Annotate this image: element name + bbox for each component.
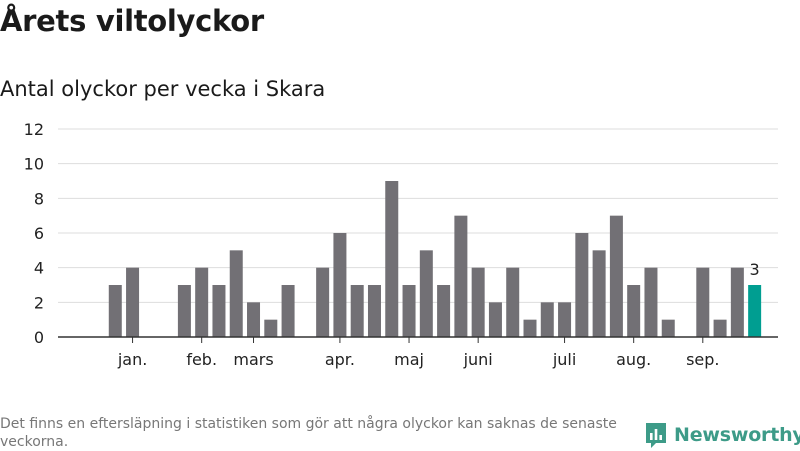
bar xyxy=(471,267,485,337)
bar xyxy=(126,267,140,337)
brand[interactable]: Newsworthy xyxy=(644,420,800,450)
y-tick-label: 6 xyxy=(34,224,44,243)
bar xyxy=(661,319,675,337)
x-tick-label: aug. xyxy=(616,350,651,369)
bar xyxy=(730,267,744,337)
bar xyxy=(195,267,209,337)
x-tick-label: jan. xyxy=(117,350,147,369)
y-tick-label: 8 xyxy=(34,189,44,208)
bar xyxy=(177,285,191,337)
footnote: Det finns en eftersläpning i statistiken… xyxy=(0,416,617,450)
bar xyxy=(609,215,623,337)
y-tick-label: 2 xyxy=(34,293,44,312)
bar xyxy=(454,215,468,337)
bar xyxy=(212,285,226,337)
bar xyxy=(592,250,606,337)
y-tick-label: 0 xyxy=(34,328,44,347)
x-tick-label: sep. xyxy=(686,350,719,369)
y-tick-label: 10 xyxy=(24,155,44,174)
x-tick-label: feb. xyxy=(186,350,217,369)
brand-name: Newsworthy xyxy=(674,424,800,446)
bar xyxy=(281,285,295,337)
bar xyxy=(437,285,451,337)
bar xyxy=(488,302,502,337)
bar xyxy=(558,302,572,337)
chart-subtitle: Antal olyckor per vecka i Skara xyxy=(0,77,326,101)
y-tick-label: 12 xyxy=(24,120,44,139)
bar xyxy=(264,319,278,337)
bar xyxy=(419,250,433,337)
bar xyxy=(333,233,347,337)
bar xyxy=(506,267,520,337)
bar xyxy=(696,267,710,337)
chart-title: Årets viltolyckor xyxy=(0,4,264,38)
x-tick-label: juni xyxy=(463,350,493,369)
bar-chart: 0 2 4 6 8 10 12 3 jan. feb. mars apr. maj juni juli aug… xyxy=(24,120,778,369)
bar xyxy=(316,267,330,337)
newsworthy-logo-icon xyxy=(646,423,666,448)
bar xyxy=(540,302,554,337)
bar xyxy=(350,285,364,337)
bar xyxy=(713,319,727,337)
bar xyxy=(644,267,658,337)
x-tick-label: juli xyxy=(552,350,576,369)
x-tick-label: maj xyxy=(394,350,424,369)
x-tick-label: mars xyxy=(233,350,273,369)
bar xyxy=(523,319,537,337)
bar xyxy=(108,285,122,337)
bar xyxy=(575,233,589,337)
data-label: 3 xyxy=(750,260,760,279)
bar xyxy=(247,302,261,337)
bar xyxy=(385,181,399,337)
bar xyxy=(402,285,416,337)
y-tick-label: 4 xyxy=(34,259,44,278)
bar xyxy=(627,285,641,337)
x-tick-label: apr. xyxy=(325,350,355,369)
bar xyxy=(367,285,381,337)
highlight-bar xyxy=(748,285,762,337)
bar xyxy=(229,250,243,337)
